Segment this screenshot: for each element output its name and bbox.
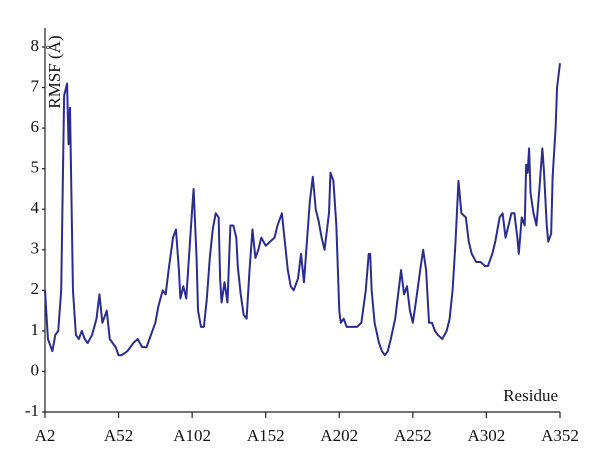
x-tick-label: A202 — [320, 426, 358, 445]
y-axis-label: RMSF (Å) — [45, 35, 64, 108]
y-tick-label: -1 — [25, 401, 39, 420]
y-tick-label: 5 — [31, 158, 40, 177]
y-tick-label: 8 — [31, 36, 40, 55]
data-line — [44, 63, 561, 357]
y-tick-label: 2 — [31, 279, 40, 298]
x-tick-label: A352 — [541, 426, 579, 445]
x-tick-label: A302 — [468, 426, 506, 445]
x-tick-label: A102 — [173, 426, 211, 445]
y-tick-label: 4 — [31, 198, 40, 217]
y-tick-label: 3 — [31, 239, 40, 258]
y-tick-label: 0 — [31, 360, 40, 379]
y-tick-label: 6 — [31, 117, 40, 136]
y-tick-label: 7 — [31, 76, 40, 95]
x-axis-label: Residue — [503, 386, 558, 405]
x-tick-label: A252 — [394, 426, 432, 445]
x-tick-label: A152 — [247, 426, 285, 445]
x-tick-label: A52 — [104, 426, 133, 445]
y-tick-label: 1 — [31, 320, 40, 339]
x-tick-label: A2 — [35, 426, 56, 445]
